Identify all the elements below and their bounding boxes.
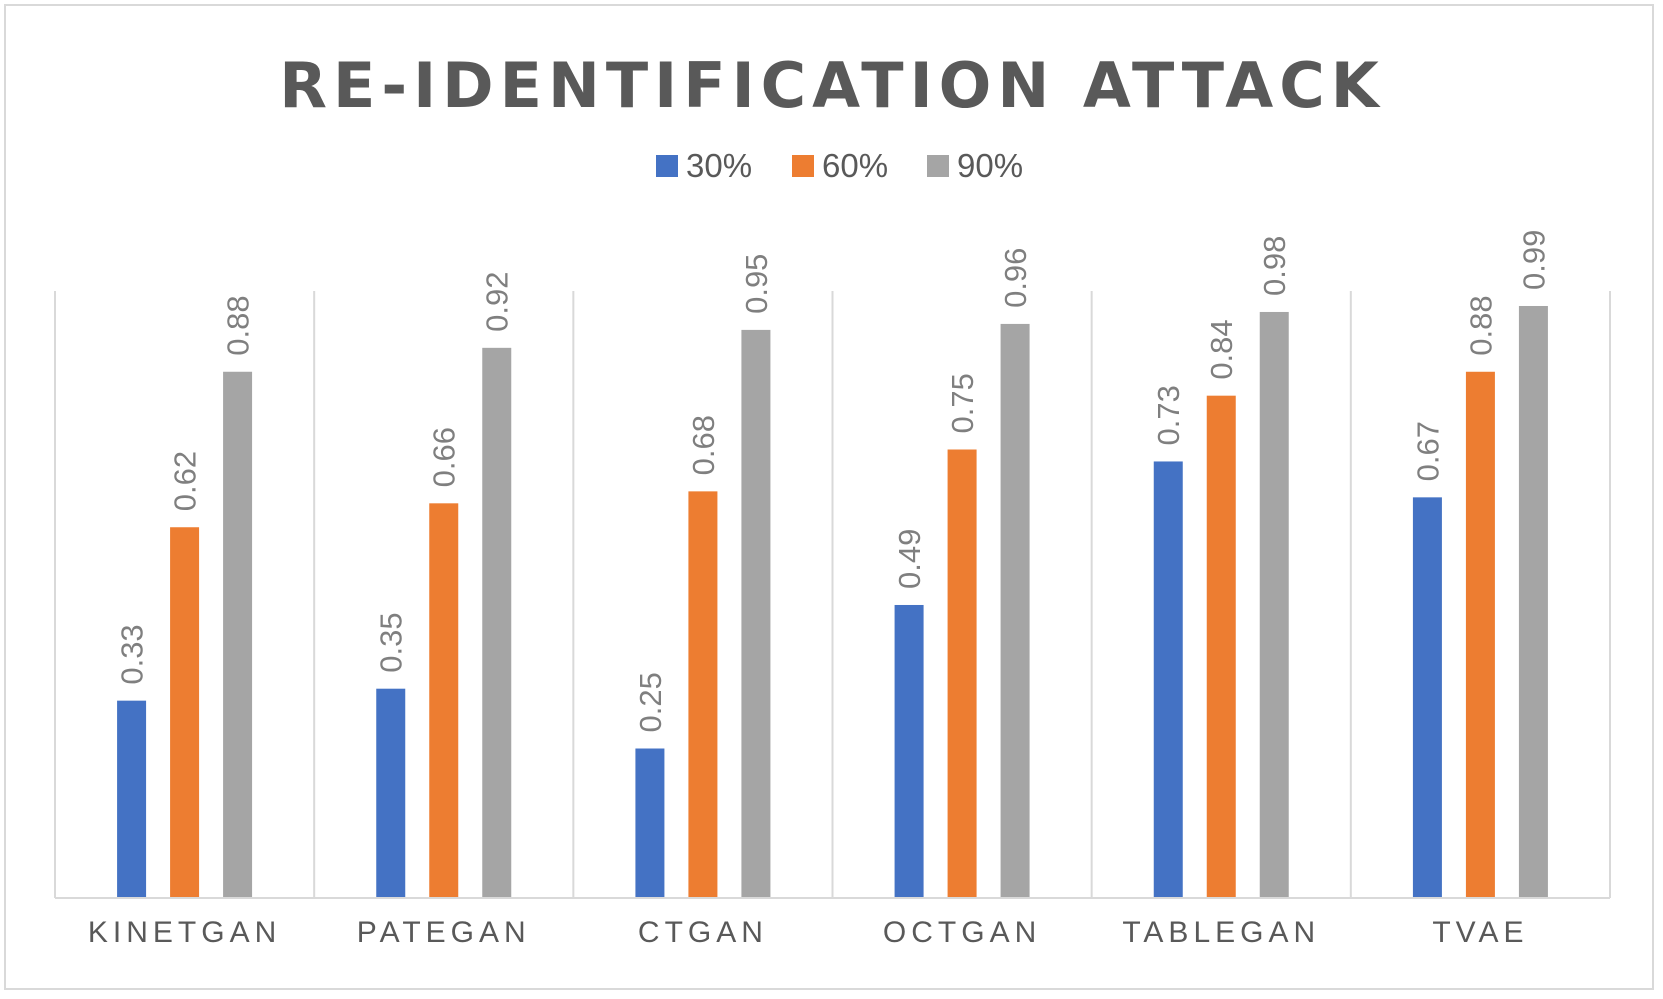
data-label: 0.35 (374, 612, 409, 672)
data-label: 0.25 (633, 672, 668, 732)
data-label: 0.73 (1151, 385, 1186, 445)
bar-tvae-60[interactable] (1465, 371, 1495, 898)
category-label: CTGAN (638, 916, 768, 949)
bar-tvae-30[interactable] (1412, 497, 1442, 898)
data-label: 0.75 (945, 373, 980, 433)
bar-kinetgan-60[interactable] (170, 527, 200, 898)
data-label: 0.88 (1463, 295, 1498, 355)
bar-ctgan-60[interactable] (688, 491, 718, 898)
plot-area: 0.33 0.62 0.88 KINETGAN 0.35 0.66 0.92 PATEGAN 0… (54, 230, 1611, 949)
data-label: 0.33 (115, 624, 150, 684)
legend: 30% 60% 90% (656, 147, 1023, 184)
bar-octgan-30[interactable] (894, 604, 924, 898)
data-label: 0.66 (427, 427, 462, 487)
bar-pategan-90[interactable] (482, 347, 512, 899)
chart-frame (4, 4, 1654, 990)
category-label: TABLEGAN (1122, 916, 1320, 949)
legend-swatch-90 (927, 155, 949, 177)
category-label: PATEGAN (357, 916, 531, 949)
category-label: TVAE (1432, 916, 1528, 949)
bar-kinetgan-90[interactable] (223, 371, 253, 898)
data-label: 0.96 (998, 248, 1033, 308)
data-label: 0.49 (892, 529, 927, 589)
category-label: OCTGAN (883, 916, 1041, 949)
bar-ctgan-30[interactable] (635, 748, 665, 899)
data-label: 0.84 (1204, 319, 1239, 379)
legend-label-60: 60% (822, 147, 888, 184)
legend-label-90: 90% (957, 147, 1023, 184)
bar-tvae-90[interactable] (1518, 305, 1548, 899)
bar-tablegan-60[interactable] (1206, 395, 1236, 898)
legend-item-60[interactable]: 60% (792, 147, 888, 184)
data-label: 0.88 (221, 295, 256, 355)
category-label: KINETGAN (88, 916, 281, 949)
data-label: 0.68 (686, 415, 721, 475)
data-label: 0.99 (1516, 230, 1551, 290)
chart-title: RE-IDENTIFICATION ATTACK (279, 49, 1384, 122)
bar-ctgan-90[interactable] (741, 329, 771, 898)
data-label: 0.67 (1410, 421, 1445, 481)
legend-swatch-60 (792, 155, 814, 177)
bar-pategan-30[interactable] (376, 688, 406, 898)
data-label: 0.92 (480, 271, 515, 331)
legend-label-30: 30% (686, 147, 752, 184)
bar-pategan-60[interactable] (429, 503, 459, 898)
data-label: 0.95 (739, 254, 774, 314)
bar-octgan-90[interactable] (1000, 323, 1030, 898)
data-label: 0.62 (168, 451, 203, 511)
data-label: 0.98 (1257, 236, 1292, 296)
bar-tablegan-90[interactable] (1259, 311, 1289, 899)
legend-item-30[interactable]: 30% (656, 147, 752, 184)
bar-octgan-60[interactable] (947, 449, 977, 899)
legend-item-90[interactable]: 90% (927, 147, 1023, 184)
bar-tablegan-30[interactable] (1153, 461, 1183, 898)
legend-swatch-30 (656, 155, 678, 177)
bar-kinetgan-30[interactable] (117, 700, 147, 898)
